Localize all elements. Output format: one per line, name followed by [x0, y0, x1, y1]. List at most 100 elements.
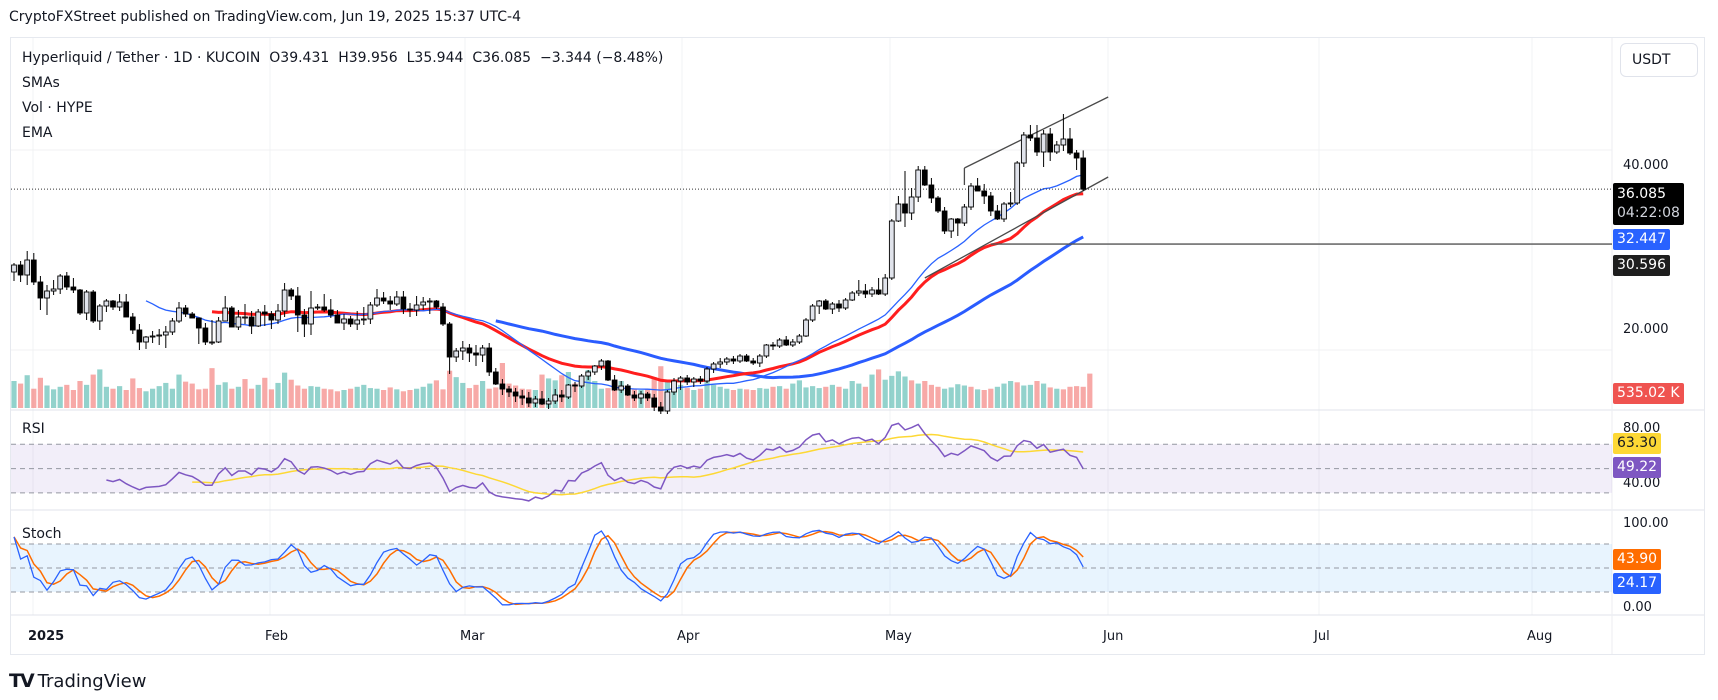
- candle-up: [849, 292, 856, 301]
- candle-up: [895, 203, 902, 222]
- legend-change: −3.344 (−8.48%): [539, 50, 664, 66]
- volume-bar: [585, 370, 591, 408]
- candle-up: [413, 304, 420, 311]
- volume-bar: [829, 384, 835, 408]
- chart-frame[interactable]: [10, 37, 1705, 655]
- stoch-pane-label[interactable]: Stoch: [22, 526, 62, 542]
- candle-up: [162, 331, 169, 336]
- candle-up: [842, 299, 849, 309]
- candle-down: [539, 398, 545, 405]
- volume-bar: [31, 388, 37, 408]
- volume-bar: [433, 380, 439, 408]
- candle-down: [1067, 138, 1073, 154]
- candle-down: [611, 379, 618, 391]
- volume-bar: [24, 375, 30, 408]
- candle-up: [242, 316, 248, 319]
- candle-up: [83, 291, 90, 314]
- symbol-legend[interactable]: Hyperliquid / Tether · 1D · KUCOIN O39.4…: [22, 50, 663, 66]
- time-tick-mar: Mar: [460, 629, 485, 644]
- currency-button[interactable]: USDT: [1620, 43, 1698, 77]
- volume-bar: [975, 389, 981, 408]
- candle-up: [420, 301, 427, 306]
- candle-down: [697, 378, 704, 382]
- indicator-ema[interactable]: EMA: [22, 125, 53, 141]
- volume-bar: [922, 381, 928, 408]
- legend-low: L35.944: [406, 50, 464, 66]
- volume-bar: [1014, 382, 1020, 408]
- candle-down: [248, 316, 255, 327]
- candle-down: [783, 339, 790, 346]
- volume-bar: [268, 389, 274, 408]
- publisher-caption: CryptoFXStreet published on TradingView.…: [9, 9, 522, 25]
- volume-bar: [288, 379, 294, 408]
- volume-bar: [862, 386, 868, 408]
- candle-down: [928, 184, 935, 199]
- volume-bar: [57, 386, 63, 408]
- volume-bar: [961, 385, 967, 408]
- candle-down: [380, 297, 387, 302]
- volume-bar: [928, 384, 934, 408]
- volume-bar: [711, 384, 717, 408]
- candle-down: [1047, 133, 1054, 153]
- time-tick-jun: Jun: [1102, 629, 1123, 644]
- volume-bar: [420, 386, 426, 408]
- rsi-signal-line: [192, 433, 1084, 496]
- volume-bar: [209, 368, 215, 408]
- volume-bar: [658, 366, 664, 408]
- volume-bar: [757, 388, 763, 408]
- volume-bar: [381, 390, 387, 408]
- volume-bar: [671, 386, 677, 408]
- volume-bar: [354, 386, 360, 408]
- channel-lower-line: [924, 176, 1109, 279]
- symbol-name[interactable]: Hyperliquid / Tether · 1D · KUCOIN: [22, 50, 261, 66]
- volume-bar: [222, 382, 228, 408]
- volume-bar: [678, 384, 684, 408]
- candle-down: [288, 289, 295, 297]
- tradingview-logo[interactable]: TV TradingView: [9, 670, 146, 692]
- bar-countdown: 04:22:08: [1617, 205, 1680, 221]
- volume-bar: [348, 388, 354, 408]
- indicator-smas[interactable]: SMAs: [22, 75, 60, 91]
- candle-up: [215, 320, 222, 343]
- candle-down: [400, 296, 407, 310]
- volume-bar: [981, 390, 987, 408]
- volume-bar: [955, 384, 961, 408]
- candle-up: [671, 380, 677, 393]
- candle-up: [341, 318, 347, 324]
- stoch-d-tag: 43.90: [1613, 549, 1662, 570]
- volume-bar: [724, 388, 730, 408]
- price-tick-20: 20.000: [1623, 322, 1669, 337]
- candle-down: [446, 323, 453, 358]
- indicator-volume[interactable]: Vol · HYPE: [22, 100, 93, 116]
- volume-bar: [163, 382, 169, 408]
- candle-down: [486, 347, 493, 373]
- candle-up: [1053, 144, 1060, 153]
- volume-bar: [44, 385, 50, 408]
- volume-bar: [1001, 383, 1007, 408]
- candle-down: [63, 275, 70, 288]
- time-tick-feb: Feb: [265, 629, 288, 644]
- candle-up: [664, 391, 671, 412]
- volume-bar: [763, 388, 769, 408]
- rsi-pane-label[interactable]: RSI: [22, 421, 45, 437]
- candlesticks: [11, 114, 1087, 414]
- volume-bar: [235, 386, 241, 408]
- candle-down: [202, 327, 209, 343]
- candle-down: [624, 385, 631, 396]
- candle-up: [710, 363, 717, 370]
- candle-up: [618, 385, 625, 391]
- candle-up: [585, 371, 592, 377]
- candle-down: [347, 318, 354, 325]
- candle-down: [90, 291, 97, 322]
- volume-bar: [796, 380, 802, 408]
- volume-bar: [909, 380, 915, 408]
- volume-bar: [123, 390, 129, 408]
- rsi-tick-40: 40.00: [1623, 476, 1660, 491]
- candle-down: [1080, 157, 1087, 190]
- candle-up: [156, 334, 163, 337]
- volume-bar: [790, 383, 796, 408]
- candle-down: [182, 307, 189, 315]
- candle-up: [803, 319, 809, 337]
- volume-bar: [869, 374, 875, 408]
